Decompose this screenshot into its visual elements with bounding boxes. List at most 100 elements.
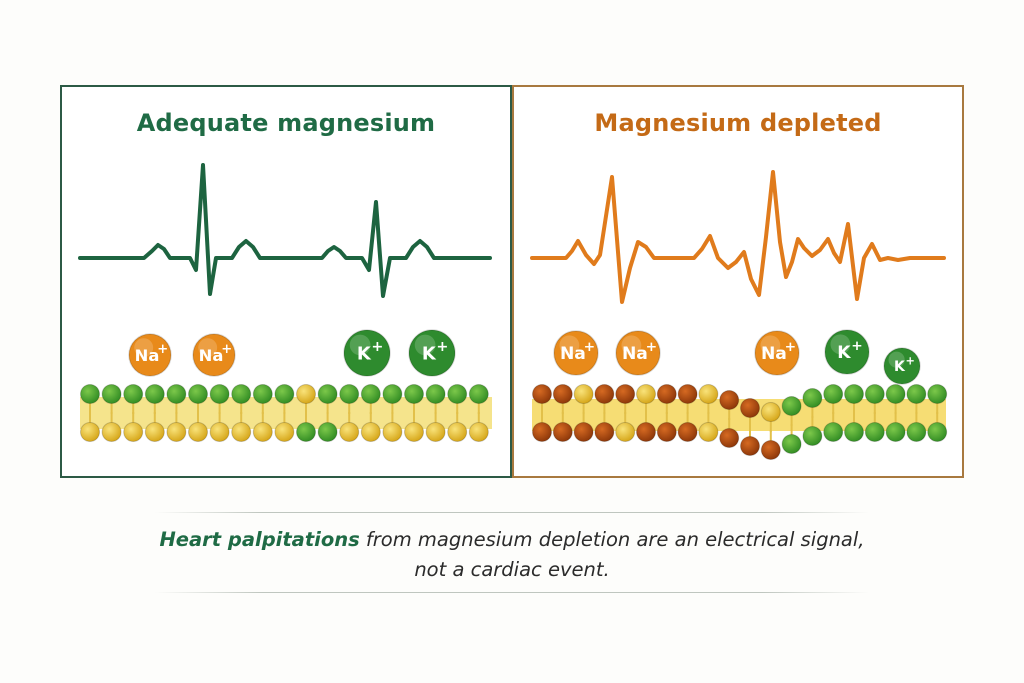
phospholipid-head <box>802 426 823 446</box>
phospholipid-head <box>552 422 573 442</box>
sodium-ion: Na+ <box>754 330 800 376</box>
phospholipid-head <box>927 422 948 442</box>
svg-text:+: + <box>221 342 232 357</box>
phospholipid-head <box>166 384 187 404</box>
caption-bottom-rule <box>155 592 869 593</box>
sodium-ion: Na+ <box>192 333 236 377</box>
phospholipid-head <box>425 384 446 404</box>
phospholipid-head <box>80 422 100 442</box>
phospholipid-head <box>656 384 677 404</box>
phospholipid-head <box>844 422 864 442</box>
svg-text:K: K <box>357 343 372 364</box>
phospholipid-head <box>532 384 552 404</box>
svg-text:+: + <box>785 339 797 355</box>
phospholipid-head <box>615 422 636 442</box>
phospholipid-head <box>447 422 468 442</box>
potassium-ion: K + <box>408 329 456 377</box>
svg-text:+: + <box>371 339 383 355</box>
phospholipid-head <box>231 384 252 404</box>
phospholipid-head <box>677 422 698 442</box>
phospholipid-head <box>698 422 719 442</box>
sodium-ion: Na+ <box>553 330 599 376</box>
phospholipid-head <box>209 384 230 404</box>
phospholipid-head <box>719 428 740 448</box>
phospholipid-head <box>532 422 552 442</box>
phospholipid-head <box>317 422 338 442</box>
phospholipid-head <box>404 422 424 442</box>
phospholipid-head <box>823 422 844 442</box>
phospholipid-head <box>252 384 273 404</box>
depleted-diagram: Na+ Na+ Na+ K +K + <box>530 170 948 460</box>
phospholipid-head <box>382 422 403 442</box>
potassium-ion: K + <box>883 347 921 385</box>
svg-text:K: K <box>837 343 851 363</box>
phospholipid-head <box>719 390 740 410</box>
caption-line-1: Heart palpitations from magnesium deplet… <box>100 525 924 555</box>
sodium-ion: Na+ <box>615 330 661 376</box>
adequate-diagram: Na+ Na+ K + K + <box>78 163 492 442</box>
phospholipid-head <box>906 384 927 404</box>
phospholipid-head <box>209 422 230 442</box>
phospholipid-head <box>594 384 615 404</box>
phospholipid-head <box>188 384 208 404</box>
svg-text:Na: Na <box>622 344 648 364</box>
phospholipid-head <box>844 384 864 404</box>
phospholipid-head <box>382 384 403 404</box>
potassium-ion: K + <box>343 329 391 377</box>
phospholipid-head <box>885 422 906 442</box>
phospholipid-head <box>760 402 781 422</box>
phospholipid-head <box>781 396 802 416</box>
phospholipid-head <box>123 384 144 404</box>
phospholipid-head <box>656 422 677 442</box>
phospholipid-head <box>677 384 698 404</box>
phospholipid-head <box>144 384 165 404</box>
svg-text:K: K <box>894 359 906 375</box>
phospholipid-head <box>636 384 656 404</box>
phospholipid-head <box>802 388 823 408</box>
phospholipid-head <box>101 384 122 404</box>
caption-emphasis: Heart palpitations <box>159 528 360 551</box>
phospholipid-head <box>166 422 187 442</box>
svg-text:Na: Na <box>560 344 586 364</box>
svg-text:+: + <box>584 339 596 355</box>
phospholipid-head <box>573 422 594 442</box>
ecg-trace-normal <box>78 163 492 298</box>
caption: Heart palpitations from magnesium deplet… <box>100 525 924 585</box>
phospholipid-head <box>885 384 906 404</box>
phospholipid-head <box>468 384 489 404</box>
phospholipid-head <box>296 384 316 404</box>
svg-text:Na: Na <box>199 346 224 365</box>
phospholipid-head <box>864 422 885 442</box>
svg-text:Na: Na <box>761 344 787 364</box>
phospholipid-head <box>274 422 295 442</box>
phospholipid-head <box>447 384 468 404</box>
phospholipid-head <box>906 422 927 442</box>
phospholipid-head <box>425 422 446 442</box>
phospholipid-head <box>740 436 760 456</box>
potassium-ion: K + <box>824 329 870 375</box>
phospholipid-head <box>123 422 144 442</box>
phospholipid-head <box>317 384 338 404</box>
svg-text:+: + <box>905 354 914 367</box>
panel-title-depleted: Magnesium depleted <box>594 109 882 137</box>
magnesium-depleted-panel: Magnesium depleted Na + Na + Na + K + K + <box>512 85 964 478</box>
phospholipid-head <box>360 422 381 442</box>
caption-top-rule <box>155 512 869 513</box>
phospholipid-head <box>740 398 760 418</box>
phospholipid-head <box>760 440 781 460</box>
phospholipid-head <box>636 422 656 442</box>
sodium-ion: Na+ <box>128 333 172 377</box>
phospholipid-head <box>274 384 295 404</box>
phospholipid-head <box>231 422 252 442</box>
svg-text:+: + <box>436 339 448 355</box>
phospholipid-head <box>339 422 360 442</box>
adequate-magnesium-panel: Adequate magnesium Na + Na + K + K + <box>60 85 512 478</box>
phospholipid-head <box>101 422 122 442</box>
phospholipid-head <box>252 422 273 442</box>
svg-text:+: + <box>646 339 658 355</box>
phospholipid-head <box>144 422 165 442</box>
svg-text:+: + <box>851 338 863 354</box>
svg-text:Na: Na <box>135 346 160 365</box>
svg-text:+: + <box>157 342 168 357</box>
phospholipid-head <box>296 422 316 442</box>
